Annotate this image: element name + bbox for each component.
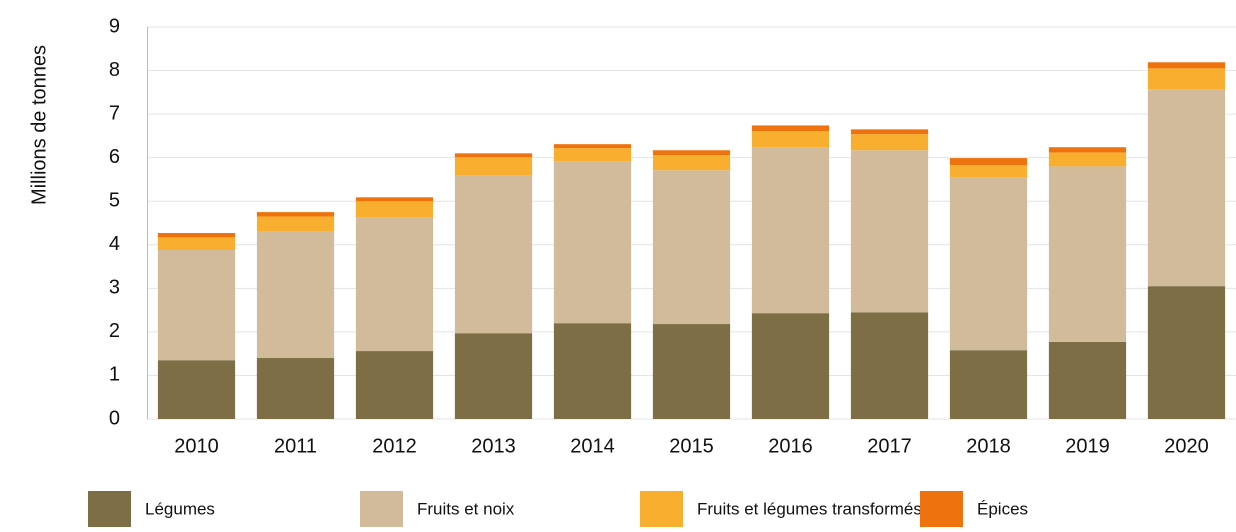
bar-segment [850,312,929,419]
legend-label: Fruits et légumes transformés [697,499,922,518]
bar-segment [553,161,632,324]
bar-segment [355,197,434,202]
x-tick-label: 2015 [669,435,714,457]
bar-segment [157,233,236,238]
bar-segment [652,155,731,171]
bar-segment [355,351,434,419]
x-tick-label: 2017 [867,435,912,457]
y-axis-label: Millions de tonnes [28,45,50,205]
x-tick-label: 2010 [174,435,219,457]
y-tick-label: 6 [109,146,120,168]
bar-segment [1147,286,1226,419]
x-tick-label: 2020 [1164,435,1209,457]
legend-swatch [88,491,131,527]
y-tick-label: 9 [109,15,120,37]
bar-segment [850,134,929,151]
bar-segment [1048,147,1127,153]
bar-segment [850,150,929,313]
bar-segment [949,350,1028,419]
bar-segment [256,212,335,217]
bar-segment [256,231,335,359]
bar-segment [454,333,533,419]
bar-segment [256,358,335,419]
legend-swatch [640,491,683,527]
bar-segment [553,144,632,149]
y-tick-label: 7 [109,102,120,124]
x-tick-label: 2012 [372,435,417,457]
y-tick-label: 3 [109,277,120,299]
bar-segment [949,158,1028,166]
bar-segment [454,157,533,176]
bar-segment [454,175,533,334]
bar-segment [652,170,731,325]
y-tick-label: 0 [109,407,120,429]
x-tick-label: 2019 [1065,435,1110,457]
y-tick-label: 4 [109,233,120,255]
bar-segment [751,147,830,314]
bar-segment [553,323,632,419]
bar-segment [256,216,335,232]
bar-segment [751,131,830,148]
bar-segment [949,165,1028,178]
bar-segment [751,125,830,132]
bar-segment [1048,341,1127,419]
x-tick-label: 2013 [471,435,516,457]
bar-segment [1147,68,1226,90]
bar-segment [949,177,1028,351]
y-tick-label: 2 [109,320,120,342]
x-tick-label: 2011 [274,435,317,457]
bar-segment [1147,89,1226,287]
legend-swatch [920,491,963,527]
bar-segment [652,150,731,156]
bar-segment [355,217,434,352]
bar-segment [157,360,236,419]
bar-segment [850,129,929,135]
bar-segment [454,153,533,158]
bar-segment [1048,166,1127,342]
legend-label: Fruits et noix [417,499,515,518]
y-tick-label: 1 [109,364,120,386]
bar-segment [157,250,236,361]
bar-segment [1048,152,1127,167]
bar-segment [553,148,632,162]
bar-segment [652,324,731,419]
legend-swatch [360,491,403,527]
bar-segment [355,201,434,218]
x-tick-label: 2018 [966,435,1011,457]
y-tick-label: 8 [109,59,120,81]
legend-label: Épices [977,499,1028,518]
bar-segment [751,313,830,419]
x-tick-label: 2014 [570,435,615,457]
legend-label: Légumes [145,499,215,518]
bar-segment [157,237,236,251]
y-tick-label: 5 [109,190,120,212]
bar-segment [1147,62,1226,69]
x-tick-label: 2016 [768,435,813,457]
